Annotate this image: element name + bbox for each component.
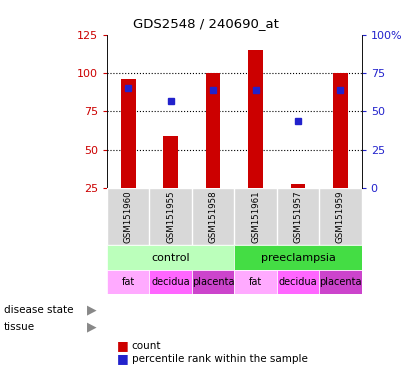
- Text: tissue: tissue: [4, 322, 35, 332]
- Text: decidua: decidua: [279, 277, 317, 287]
- Bar: [319, 270, 362, 294]
- Text: disease state: disease state: [4, 305, 74, 315]
- Text: count: count: [132, 341, 161, 351]
- Text: GSM151958: GSM151958: [208, 190, 217, 243]
- Text: percentile rank within the sample: percentile rank within the sample: [132, 354, 307, 364]
- Bar: [149, 270, 192, 294]
- Bar: [234, 245, 362, 270]
- Bar: [291, 184, 305, 188]
- Bar: [320, 189, 361, 244]
- Bar: [121, 79, 136, 188]
- Bar: [107, 245, 234, 270]
- Bar: [108, 189, 148, 244]
- Bar: [333, 73, 348, 188]
- Bar: [107, 270, 149, 294]
- Text: GSM151961: GSM151961: [251, 190, 260, 243]
- Text: placenta: placenta: [319, 277, 362, 287]
- Text: decidua: decidua: [151, 277, 190, 287]
- Bar: [163, 136, 178, 188]
- Bar: [234, 270, 277, 294]
- Text: GSM151955: GSM151955: [166, 190, 175, 243]
- Text: ■: ■: [117, 353, 129, 366]
- Text: fat: fat: [122, 277, 135, 287]
- Bar: [206, 73, 220, 188]
- Text: placenta: placenta: [192, 277, 234, 287]
- Bar: [277, 270, 319, 294]
- Text: ▶: ▶: [87, 321, 97, 334]
- Bar: [235, 189, 276, 244]
- Text: GSM151959: GSM151959: [336, 190, 345, 243]
- Text: GDS2548 / 240690_at: GDS2548 / 240690_at: [133, 17, 278, 30]
- Bar: [193, 189, 233, 244]
- Bar: [248, 50, 263, 188]
- Bar: [277, 189, 319, 244]
- Text: ■: ■: [117, 339, 129, 352]
- Text: control: control: [151, 253, 190, 263]
- Text: fat: fat: [249, 277, 262, 287]
- Bar: [150, 189, 191, 244]
- Bar: [192, 270, 234, 294]
- Text: preeclampsia: preeclampsia: [261, 253, 335, 263]
- Text: ▶: ▶: [87, 304, 97, 317]
- Text: GSM151960: GSM151960: [124, 190, 133, 243]
- Text: GSM151957: GSM151957: [293, 190, 302, 243]
